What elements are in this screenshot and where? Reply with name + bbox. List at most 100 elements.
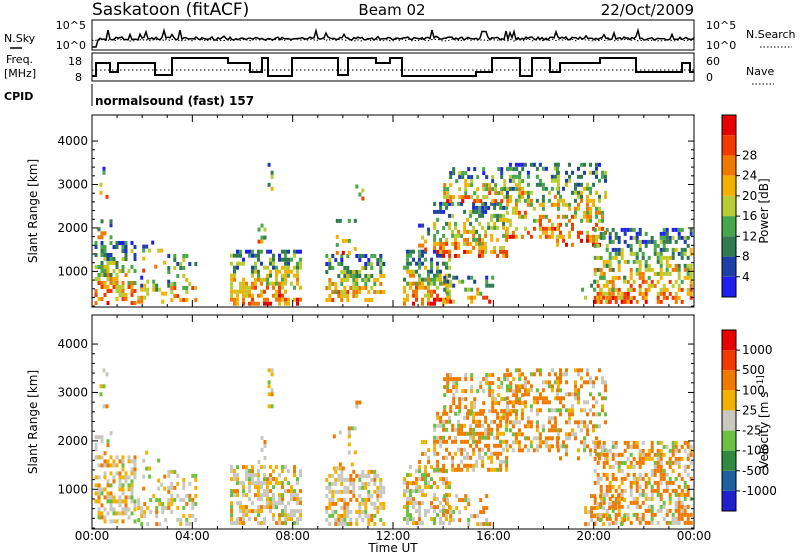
- heatmap-cell: [452, 510, 456, 515]
- heatmap-cell: [452, 401, 456, 406]
- heatmap-cell: [469, 435, 473, 440]
- heatmap-cell: [586, 428, 589, 433]
- heatmap-cell: [475, 209, 479, 214]
- heatmap-cell: [538, 392, 542, 397]
- heatmap-cell: [278, 257, 281, 262]
- heatmap-cell: [130, 495, 134, 500]
- heatmap-cell: [686, 275, 690, 280]
- heatmap-cell: [677, 520, 681, 525]
- heatmap-cell: [466, 455, 470, 460]
- heatmap-cell: [245, 285, 248, 290]
- heatmap-cell: [442, 439, 446, 444]
- heatmap-cell: [547, 190, 551, 195]
- heatmap-cell: [647, 448, 651, 453]
- heatmap-cell: [109, 495, 113, 500]
- heatmap-cell: [290, 281, 293, 286]
- heatmap-cell: [650, 516, 654, 521]
- heatmap-cell: [242, 301, 245, 306]
- heatmap-cell: [103, 451, 107, 456]
- heatmap-cell: [589, 162, 592, 167]
- heatmap-cell: [112, 463, 116, 468]
- heatmap-cell: [233, 473, 236, 478]
- heatmap-cell: [491, 405, 495, 410]
- heatmap-cell: [460, 439, 464, 444]
- heatmap-cell: [182, 286, 186, 290]
- heatmap-cell: [556, 396, 559, 401]
- heatmap-cell: [269, 465, 272, 470]
- heatmap-cell: [481, 411, 485, 416]
- heatmap-cell: [541, 400, 545, 405]
- heatmap-cell: [170, 298, 174, 302]
- heatmap-cell: [296, 249, 299, 254]
- heatmap-cell: [455, 405, 459, 410]
- heatmap-cell: [626, 291, 630, 296]
- heatmap-cell: [439, 201, 443, 206]
- heatmap-cell: [267, 384, 271, 389]
- heatmap-cell: [656, 488, 660, 493]
- heatmap-cell: [659, 440, 663, 445]
- heatmap-cell: [382, 274, 386, 278]
- heatmap-cell: [439, 241, 443, 246]
- heatmap-cell: [257, 239, 261, 244]
- heatmap-cell: [629, 488, 633, 493]
- heatmap-cell: [632, 472, 636, 477]
- heatmap-cell: [451, 229, 455, 234]
- heatmap-cell: [127, 285, 131, 289]
- heatmap-cell: [382, 485, 386, 490]
- heatmap-cell: [577, 456, 580, 461]
- heatmap-cell: [260, 481, 263, 486]
- heatmap-cell: [100, 515, 104, 520]
- heatmap-cell: [284, 273, 287, 278]
- heatmap-cell: [284, 517, 287, 522]
- heatmap-cell: [505, 412, 509, 417]
- heatmap-cell: [236, 289, 239, 294]
- heatmap-cell: [650, 239, 654, 244]
- heatmap-cell: [421, 440, 425, 444]
- heatmap-cell: [662, 227, 666, 232]
- heatmap-cell: [469, 443, 473, 448]
- heatmap-cell: [439, 467, 443, 472]
- heatmap-cell: [562, 238, 565, 243]
- heatmap-cell: [565, 178, 568, 183]
- heatmap-cell: [102, 404, 106, 409]
- heatmap-cell: [547, 408, 551, 413]
- heatmap-cell: [464, 494, 468, 499]
- heatmap-cell: [586, 368, 589, 373]
- heatmap-cell: [550, 230, 554, 235]
- heatmap-cell: [248, 489, 251, 494]
- heatmap-cell: [275, 293, 278, 298]
- heatmap-cell: [445, 261, 448, 266]
- heatmap-cell: [355, 270, 359, 274]
- heatmap-cell: [121, 467, 125, 472]
- heatmap-cell: [382, 489, 386, 494]
- heatmap-cell: [550, 428, 554, 433]
- heatmap-cell: [251, 285, 254, 290]
- heatmap-cell: [596, 472, 600, 477]
- heatmap-cell: [472, 427, 476, 432]
- heatmap-cell: [668, 508, 672, 513]
- heatmap-cell: [505, 249, 509, 254]
- heatmap-cell: [370, 477, 374, 482]
- heatmap-cell: [635, 460, 639, 465]
- heatmap-cell: [659, 508, 663, 513]
- heatmap-cell: [352, 489, 356, 494]
- heatmap-cell: [349, 286, 353, 290]
- heatmap-cell: [367, 258, 371, 262]
- heatmap-cell: [586, 412, 589, 417]
- heatmap-cell: [379, 481, 383, 486]
- heatmap-cell: [650, 448, 654, 453]
- heatmap-cell: [577, 400, 580, 405]
- heatmap-cell: [662, 231, 666, 236]
- heatmap-cell: [662, 239, 666, 244]
- heatmap-cell: [449, 405, 453, 410]
- heatmap-cell: [565, 392, 568, 397]
- heatmap-cell: [347, 442, 351, 447]
- heatmap-cell: [547, 226, 551, 231]
- heatmap-cell: [248, 477, 251, 482]
- heatmap-cell: [470, 514, 474, 519]
- heatmap-cell: [529, 420, 533, 425]
- heatmap-cell: [611, 494, 615, 499]
- heatmap-cell: [475, 217, 479, 222]
- heatmap-cell: [343, 517, 347, 522]
